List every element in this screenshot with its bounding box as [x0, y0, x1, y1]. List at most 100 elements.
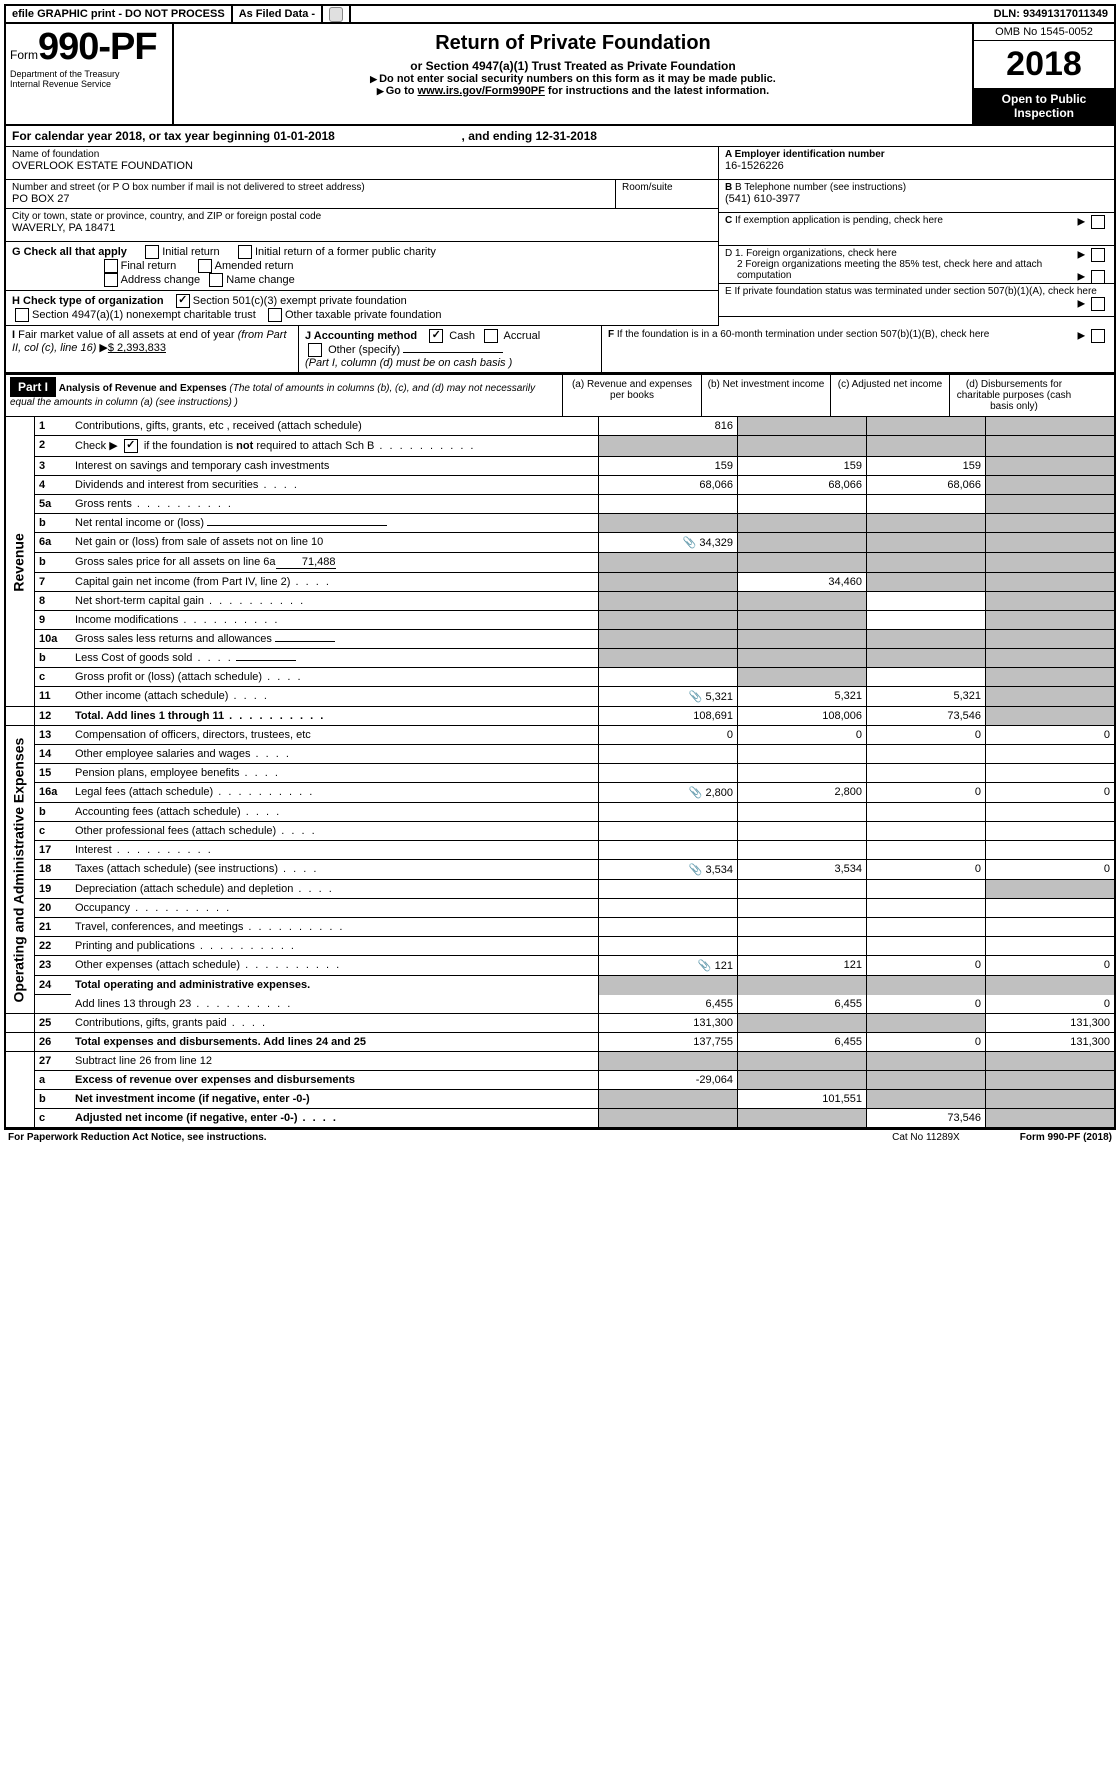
dln: DLN: 93491317011349 [988, 6, 1114, 22]
checkbox-4947[interactable] [15, 308, 29, 322]
tax-year: 2018 [974, 41, 1114, 88]
note-goto-pre: Go to [386, 85, 418, 97]
top-bar: efile GRAPHIC print - DO NOT PROCESS As … [6, 6, 1114, 24]
part1-tag: Part I [10, 377, 56, 397]
part1-title: Analysis of Revenue and Expenses [59, 383, 227, 394]
note-goto-post: for instructions and the latest informat… [545, 85, 769, 97]
checkbox-namechange[interactable] [209, 273, 223, 287]
open-public: Open to Public Inspection [974, 88, 1114, 124]
checkbox-other-tax[interactable] [268, 308, 282, 322]
as-filed: As Filed Data - [233, 6, 323, 22]
g-o4: Amended return [215, 260, 294, 272]
asfiled-button[interactable] [329, 7, 343, 22]
checkbox-initial-former[interactable] [238, 245, 252, 259]
form-id: Form990-PF Department of the Treasury In… [6, 24, 174, 124]
part1-table: Revenue 1Contributions, gifts, grants, e… [6, 417, 1114, 1128]
attach-icon[interactable]: 📎 [689, 864, 703, 876]
checkbox-final[interactable] [104, 259, 118, 273]
checkbox-e[interactable] [1091, 297, 1105, 311]
omb-number: OMB No 1545-0052 [974, 24, 1114, 41]
efile-notice: efile GRAPHIC print - DO NOT PROCESS [6, 6, 233, 22]
table-row: 5aGross rents [6, 495, 1114, 514]
table-row: 12Total. Add lines 1 through 11 108,6911… [6, 707, 1114, 726]
h-label: H Check type of organization [12, 295, 164, 307]
c-label: C If exemption application is pending, c… [725, 215, 943, 226]
phone-label: B B Telephone number (see instructions) [725, 182, 1108, 193]
checkbox-other[interactable] [308, 343, 322, 357]
title-block: Form990-PF Department of the Treasury In… [6, 24, 1114, 126]
checkbox-accrual[interactable] [484, 329, 498, 343]
table-row: bNet rental income or (loss) [6, 514, 1114, 533]
checkbox-amended[interactable] [198, 259, 212, 273]
irs: Internal Revenue Service [10, 79, 168, 89]
table-row: bAccounting fees (attach schedule) [6, 803, 1114, 822]
table-row: cGross profit or (loss) (attach schedule… [6, 668, 1114, 687]
attach-icon[interactable]: 📎 [689, 691, 703, 703]
phone: (541) 610-3977 [725, 193, 1108, 205]
info-row: Name of foundation OVERLOOK ESTATE FOUND… [6, 147, 1114, 326]
checkbox-initial[interactable] [145, 245, 159, 259]
checkbox-f[interactable] [1091, 329, 1105, 343]
table-row: 24Total operating and administrative exp… [6, 976, 1114, 995]
cal-end: 12-31-2018 [536, 129, 597, 143]
j-note: (Part I, column (d) must be on cash basi… [305, 357, 512, 369]
title-right: OMB No 1545-0052 2018 Open to Public Ins… [972, 24, 1114, 124]
checkbox-c[interactable] [1091, 215, 1105, 229]
name-label: Name of foundation [12, 149, 712, 160]
table-row: cAdjusted net income (if negative, enter… [6, 1108, 1114, 1127]
table-row: 7Capital gain net income (from Part IV, … [6, 573, 1114, 592]
j-accrual: Accrual [504, 330, 541, 342]
checkbox-cash[interactable]: ✓ [429, 329, 443, 343]
table-row: 26Total expenses and disbursements. Add … [6, 1032, 1114, 1051]
table-row: 6aNet gain or (loss) from sale of assets… [6, 533, 1114, 553]
form-container: efile GRAPHIC print - DO NOT PROCESS As … [4, 4, 1116, 1130]
irs-link[interactable]: www.irs.gov/Form990PF [418, 85, 545, 97]
note-ssn: Do not enter social security numbers on … [379, 73, 776, 85]
table-row: bNet investment income (if negative, ent… [6, 1089, 1114, 1108]
attach-icon[interactable]: 📎 [689, 787, 703, 799]
d1-label: D 1. Foreign organizations, check here [725, 248, 897, 259]
arrow-icon [370, 73, 379, 85]
h-o3: Other taxable private foundation [285, 309, 442, 321]
table-row: 25Contributions, gifts, grants paid 131,… [6, 1013, 1114, 1032]
checkbox-d1[interactable] [1091, 248, 1105, 262]
table-row: 20Occupancy [6, 899, 1114, 918]
part1-header: Part I Analysis of Revenue and Expenses … [6, 373, 1114, 417]
form-subtitle: or Section 4947(a)(1) Trust Treated as P… [178, 59, 968, 73]
f-label: F If the foundation is in a 60-month ter… [608, 329, 989, 340]
form-prefix: Form [10, 48, 38, 62]
table-row: 10aGross sales less returns and allowanc… [6, 630, 1114, 649]
table-row: 27Subtract line 26 from line 12 [6, 1051, 1114, 1070]
table-row: 4Dividends and interest from securities … [6, 476, 1114, 495]
col-b-header: (b) Net investment income [701, 375, 830, 416]
g-o6: Name change [226, 274, 295, 286]
g-o1: Initial return [162, 246, 219, 258]
city: WAVERLY, PA 18471 [12, 222, 712, 234]
j-label: J Accounting method [305, 330, 417, 342]
cal-begin: 01-01-2018 [273, 129, 334, 143]
table-row: 23Other expenses (attach schedule) 📎 121… [6, 956, 1114, 976]
footer-cat: Cat No 11289X [892, 1132, 960, 1143]
table-row: 18Taxes (attach schedule) (see instructi… [6, 860, 1114, 880]
g-label: G Check all that apply [12, 246, 127, 258]
checkbox-d2[interactable] [1091, 270, 1105, 284]
table-row: cOther professional fees (attach schedul… [6, 822, 1114, 841]
h-row: H Check type of organization ✓Section 50… [6, 291, 718, 326]
table-row: 2Check ▶ ✓ if the foundation is not requ… [6, 436, 1114, 457]
table-row: 8Net short-term capital gain [6, 592, 1114, 611]
checkbox-addrchange[interactable] [104, 273, 118, 287]
col-c-header: (c) Adjusted net income [830, 375, 949, 416]
attach-icon[interactable]: 📎 [698, 960, 712, 972]
g-o5: Address change [121, 274, 201, 286]
table-row: Add lines 13 through 23 6,4556,45500 [6, 995, 1114, 1014]
table-row: 16aLegal fees (attach schedule) 📎 2,8002… [6, 783, 1114, 803]
dept-treasury: Department of the Treasury [10, 69, 168, 79]
h-o2: Section 4947(a)(1) nonexempt charitable … [32, 309, 256, 321]
table-row: bLess Cost of goods sold [6, 649, 1114, 668]
attach-icon[interactable]: 📎 [683, 537, 697, 549]
i-value: $ 2,393,833 [108, 342, 166, 354]
page-footer: For Paperwork Reduction Act Notice, see … [4, 1130, 1116, 1145]
d2-label: 2 Foreign organizations meeting the 85% … [737, 259, 1042, 281]
ein-label: A Employer identification number [725, 149, 1108, 160]
checkbox-501c3[interactable]: ✓ [176, 294, 190, 308]
